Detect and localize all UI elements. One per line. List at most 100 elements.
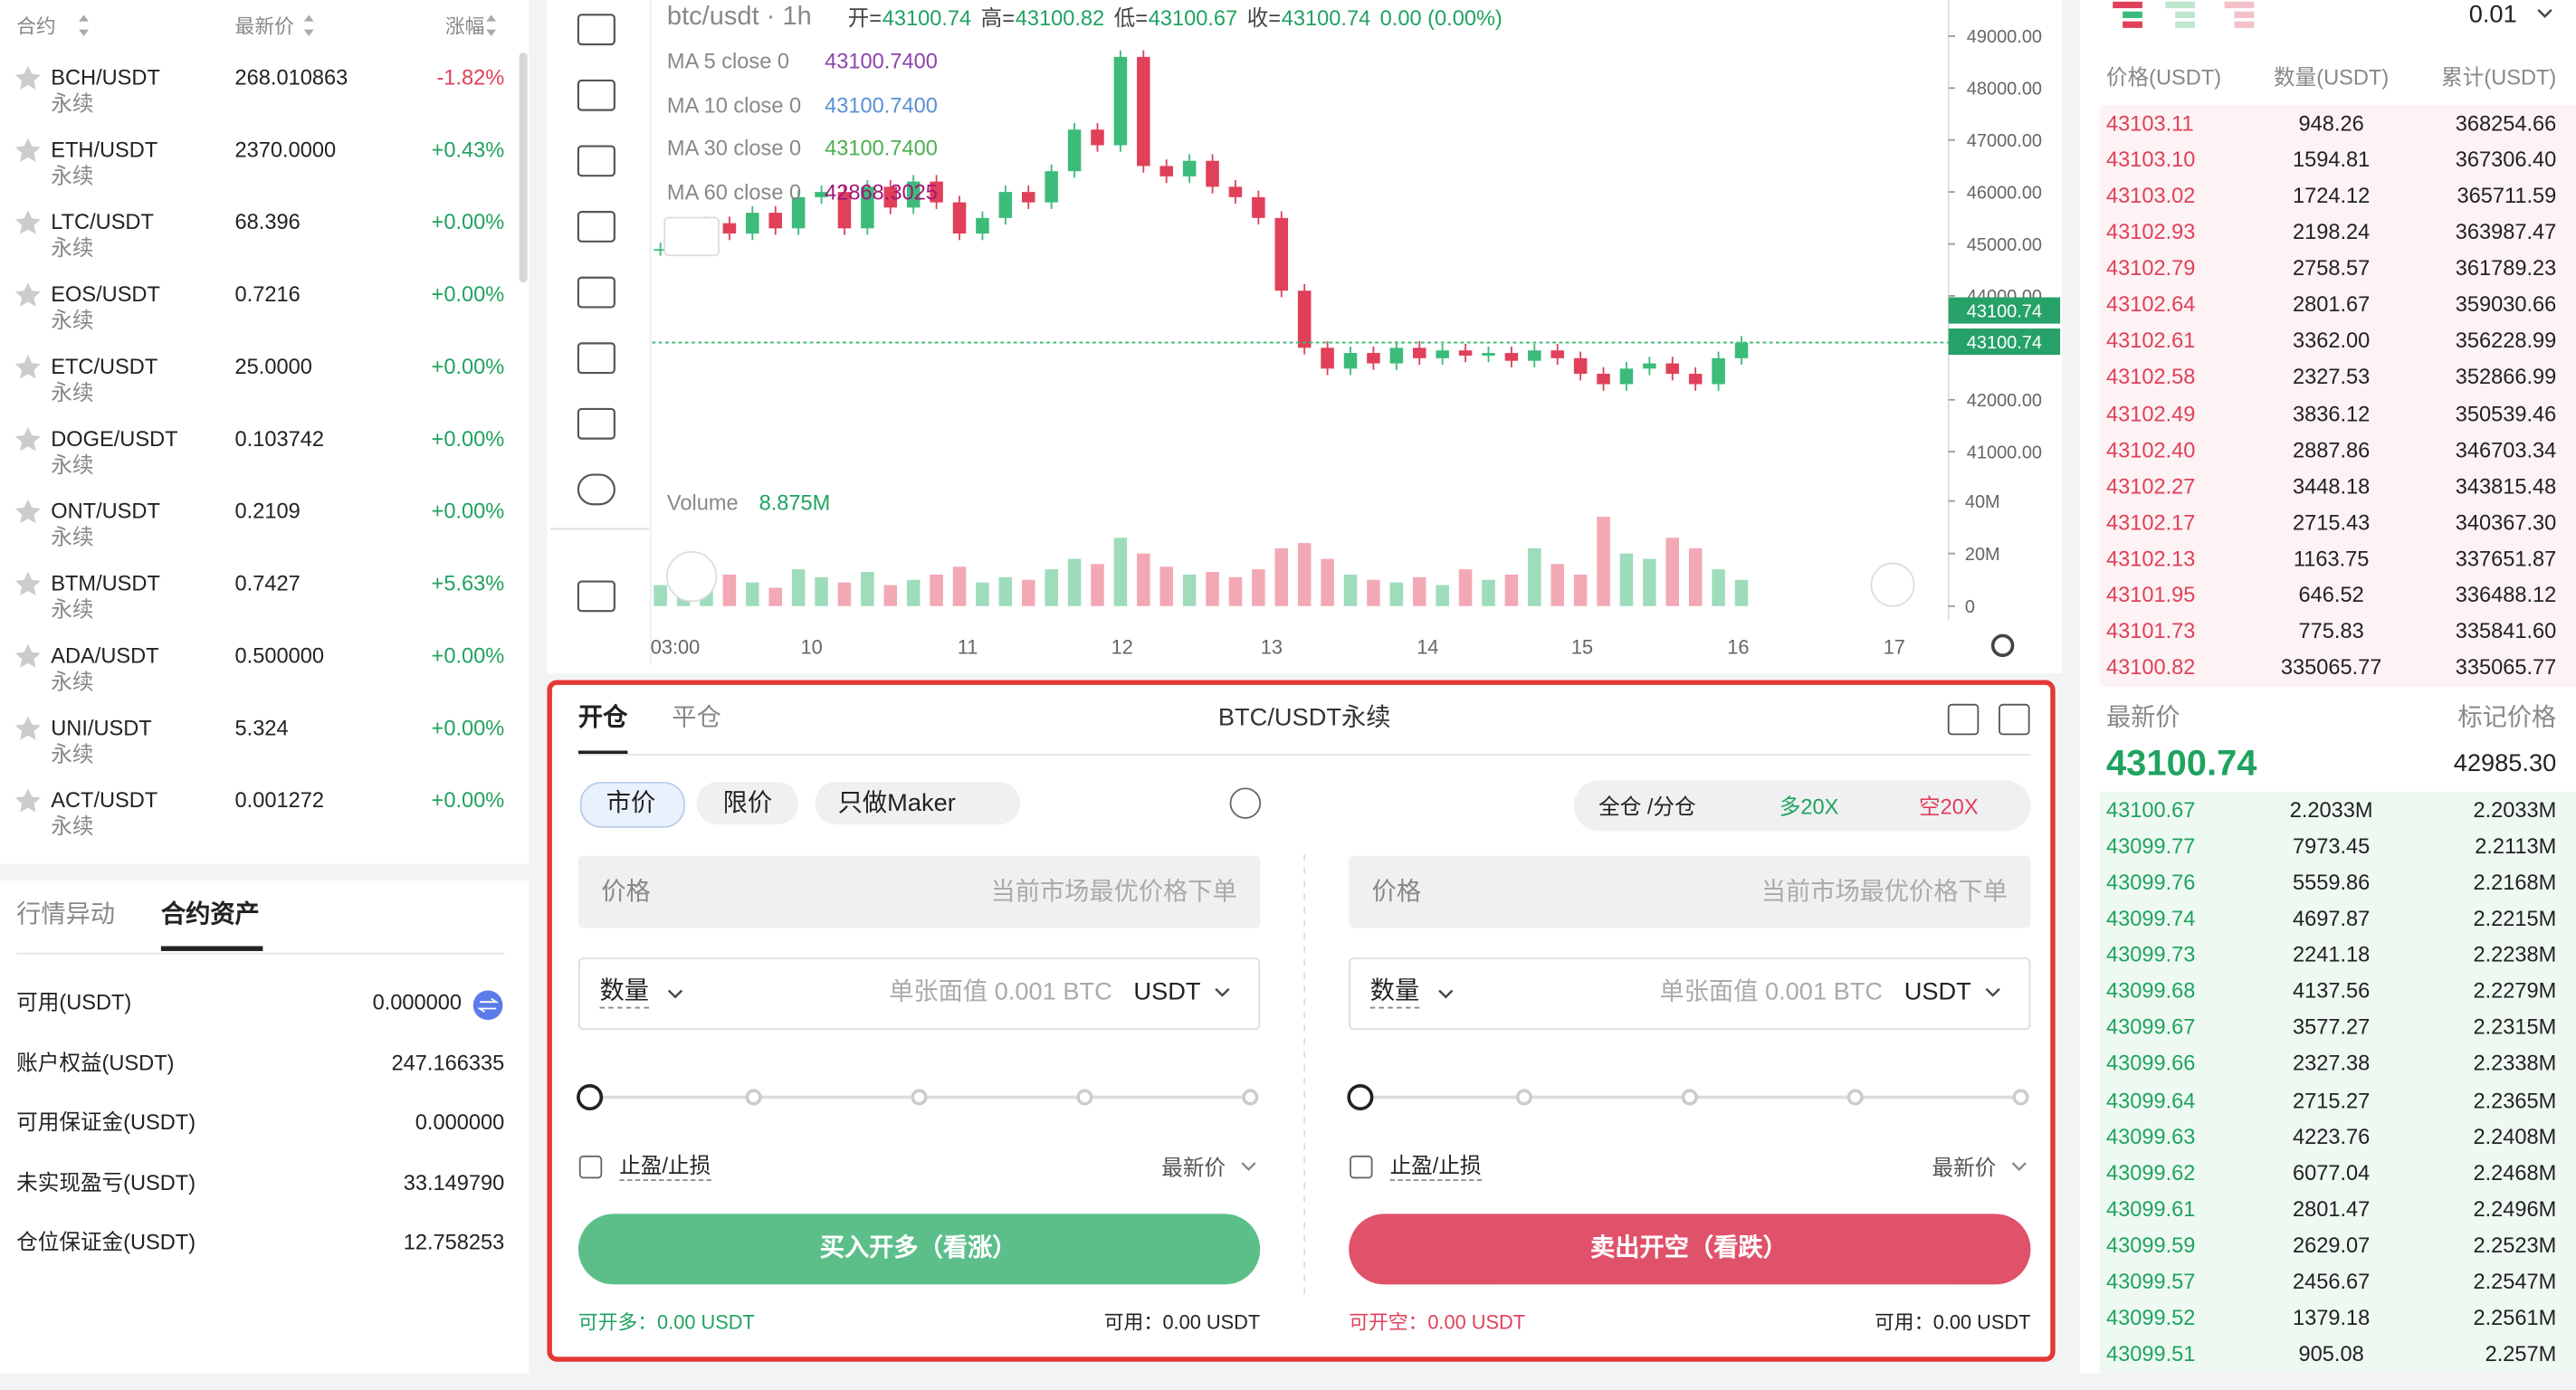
last-price: 68.396 xyxy=(234,209,301,234)
divider xyxy=(16,952,505,955)
tab[interactable]: 平仓 xyxy=(672,703,721,732)
book-total: 346703.34 xyxy=(2455,437,2557,462)
price-input[interactable] xyxy=(1349,855,2031,928)
contract-type: 永续 xyxy=(51,596,94,623)
asset-label: 账户权益(USDT) xyxy=(16,1049,175,1075)
pair[interactable]: ONT/USDT xyxy=(51,498,160,524)
change: +0.43% xyxy=(431,137,505,162)
available-open-label: 可开多： xyxy=(577,1310,658,1334)
last-price: 25.0000 xyxy=(234,354,312,379)
y-tick-label: 49000.00 xyxy=(1967,27,2042,47)
pair[interactable]: EOS/USDT xyxy=(51,281,160,307)
candle xyxy=(1389,348,1404,364)
change: +0.00% xyxy=(431,281,505,307)
divider xyxy=(577,754,2031,756)
star-icon xyxy=(14,65,41,90)
qty-input[interactable] xyxy=(1349,957,2031,1031)
change: +0.00% xyxy=(431,715,505,740)
volume-bar xyxy=(1021,579,1035,606)
price-input[interactable] xyxy=(577,855,1261,928)
submit-button[interactable] xyxy=(577,1214,1261,1285)
pair[interactable]: BTM/USDT xyxy=(51,570,160,595)
last-price: 5.324 xyxy=(234,715,289,740)
tab[interactable]: 行情异动 xyxy=(16,900,116,929)
pair[interactable]: LTC/USDT xyxy=(51,209,154,234)
layout-icon xyxy=(2224,1,2255,9)
leverage-group[interactable] xyxy=(1573,780,2031,832)
x-tick-label: 14 xyxy=(1417,635,1438,658)
book-qty: 7973.45 xyxy=(2292,833,2371,859)
long-leverage[interactable]: 多20X xyxy=(1779,794,1839,819)
submit-label[interactable]: 卖出开空（看跌） xyxy=(1590,1234,1788,1262)
trigger-label: 最新价 xyxy=(1161,1155,1226,1181)
pair[interactable]: ETH/USDT xyxy=(51,137,158,162)
pair[interactable]: ETC/USDT xyxy=(51,354,158,379)
order-type[interactable] xyxy=(696,781,799,825)
short-leverage[interactable]: 空20X xyxy=(1919,794,1979,819)
volume-bar xyxy=(1321,558,1334,606)
tab-underline xyxy=(577,750,628,755)
margin-mode[interactable]: 全仓 /分仓 xyxy=(1598,794,1696,819)
volume-bar xyxy=(1113,538,1128,606)
book-price: 43099.73 xyxy=(2105,942,2196,967)
submit-button[interactable] xyxy=(1349,1214,2031,1285)
book-total: 2.2561M xyxy=(2473,1305,2557,1330)
order-type[interactable] xyxy=(815,781,1021,825)
qty-label: 数量 xyxy=(1369,979,1420,1009)
book-price: 43102.93 xyxy=(2105,219,2196,244)
collapse-button[interactable] xyxy=(663,216,720,257)
book-total: 350539.46 xyxy=(2455,400,2557,426)
book-price: 43102.79 xyxy=(2105,255,2196,281)
volume-bar xyxy=(1297,543,1312,606)
book-total: 343815.48 xyxy=(2455,473,2557,499)
contract-type: 永续 xyxy=(51,308,94,333)
tpsl-label[interactable]: 止盈/止损 xyxy=(619,1155,711,1182)
ma-value: 43100.7400 xyxy=(825,135,938,160)
book-price: 43099.76 xyxy=(2105,870,2196,895)
candle xyxy=(952,202,967,234)
candle xyxy=(815,192,828,197)
volume-bar xyxy=(746,582,759,606)
book-qty: 1379.18 xyxy=(2292,1305,2371,1330)
volume-bar xyxy=(1619,553,1634,606)
star-icon xyxy=(14,499,41,524)
book-price: 43101.73 xyxy=(2105,618,2196,643)
tpsl-label[interactable]: 止盈/止损 xyxy=(1389,1155,1482,1182)
candle xyxy=(1367,353,1380,364)
star-icon xyxy=(14,210,41,234)
book-price: 43103.11 xyxy=(2105,110,2194,136)
last-price: 0.001272 xyxy=(234,787,325,813)
pair[interactable]: UNI/USDT xyxy=(51,715,152,740)
available-open: 0.00 USDT xyxy=(1427,1310,1526,1334)
pair[interactable]: ACT/USDT xyxy=(51,787,158,813)
submit-label[interactable]: 买入开多（看涨） xyxy=(819,1234,1017,1262)
candle xyxy=(1321,348,1334,369)
sort-icon xyxy=(79,14,90,36)
list-header: 合约 xyxy=(16,14,56,38)
pair[interactable]: DOGE/USDT xyxy=(51,426,178,452)
candle xyxy=(1436,350,1449,358)
candle xyxy=(1412,348,1426,358)
available-open: 0.00 USDT xyxy=(657,1310,755,1334)
volume-bar xyxy=(1137,553,1150,606)
book-qty: 1163.75 xyxy=(2293,546,2370,571)
layout-icon xyxy=(2175,21,2195,28)
volume-bar xyxy=(1091,564,1104,606)
volume-bar xyxy=(1367,579,1380,606)
volume-bar xyxy=(1665,538,1680,606)
qty-unit: USDT xyxy=(1903,977,1971,1006)
volume-bar xyxy=(1597,517,1610,606)
tab-active[interactable]: 合约资产 xyxy=(160,900,260,929)
tab-active[interactable]: 开仓 xyxy=(577,703,628,732)
book-qty: 3448.18 xyxy=(2292,473,2371,499)
pair[interactable]: BCH/USDT xyxy=(51,64,160,90)
ma-value: 43100.7400 xyxy=(825,91,938,117)
candle xyxy=(861,186,874,229)
qty-input[interactable] xyxy=(577,957,1261,1031)
volume-bar xyxy=(1252,569,1265,606)
ohlc-label: 低= xyxy=(1113,5,1149,31)
depth-step[interactable]: 0.01 xyxy=(2468,0,2517,29)
pair[interactable]: ADA/USDT xyxy=(51,643,159,668)
order-type[interactable] xyxy=(579,781,685,828)
